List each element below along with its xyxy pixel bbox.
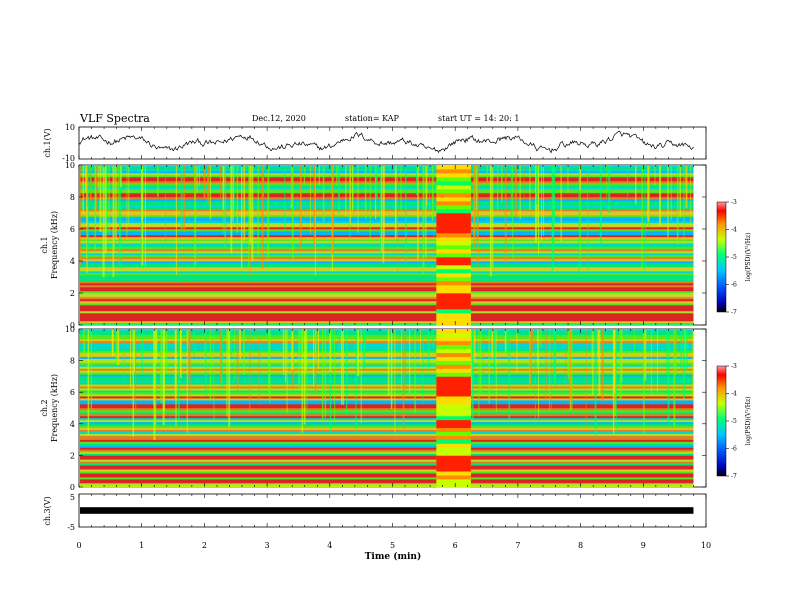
time-tick-label: 6 — [453, 541, 458, 550]
ch2-frequency-ticks: 0 2 4 6 8 10 — [65, 325, 706, 492]
time-tick-label: 3 — [265, 541, 270, 550]
time-tick-label: 9 — [641, 541, 646, 550]
frequency-tick-label: 4 — [70, 420, 75, 429]
time-tick-label: 8 — [578, 541, 583, 550]
x-axis-label: Time (min) — [365, 551, 422, 562]
colorbar-tick-label: -7 — [731, 473, 737, 480]
frequency-tick-label: 6 — [70, 225, 75, 234]
ch2-ylabel-channel: ch.2 — [40, 399, 49, 416]
colorbar-tick-label: -6 — [731, 446, 737, 453]
frequency-tick-label: 8 — [70, 193, 75, 202]
ch3-ytick-top: 5 — [70, 493, 75, 502]
colorbar-tick-label: -5 — [731, 254, 737, 261]
frequency-tick-label: 6 — [70, 388, 75, 397]
frequency-tick-label: 2 — [70, 451, 75, 460]
ch2-colorbar-label: log(PSD)(V²/Hz) — [745, 397, 752, 446]
colorbar-tick-label: -6 — [731, 282, 737, 289]
time-tick-label: 10 — [701, 541, 711, 550]
ch2-spectrogram-image — [79, 329, 695, 488]
ch3-waveform-band — [80, 507, 694, 514]
colorbar-tick-label: -7 — [731, 309, 737, 316]
colorbar-tick-label: -3 — [731, 363, 737, 370]
time-tick-label: 4 — [327, 541, 332, 550]
ch1-colorbar-label: log(PSD)(V²/Hz) — [745, 233, 752, 282]
frequency-tick-label: 0 — [70, 321, 75, 330]
ch2-colorbar-ticks: -3 -4 -5 -6 -7 — [726, 363, 737, 480]
frequency-tick-label: 0 — [70, 483, 75, 492]
ch1-waveform-panel: 10 -10 ch.1(V) — [43, 123, 707, 163]
time-tick-label: 7 — [515, 541, 520, 550]
frequency-tick-label: 10 — [65, 325, 75, 334]
time-tick-label: 1 — [139, 541, 144, 550]
ch2-ylabel-frequency: Frequency (kHz) — [50, 374, 59, 442]
ch2-colorbar — [716, 365, 727, 477]
ch1-ylabel-frequency: Frequency (kHz) — [50, 211, 59, 279]
ch3-ylabel: ch.3(V) — [43, 496, 52, 525]
time-tick-label: 2 — [202, 541, 207, 550]
colorbar-tick-label: -4 — [731, 391, 737, 398]
colorbar-tick-label: -3 — [731, 199, 737, 206]
ch1-colorbar-ticks: -3 -4 -5 -6 -7 — [726, 199, 737, 316]
start-ut-label: start UT = 14: 20: 1 — [438, 114, 520, 123]
colorbar-tick-label: -4 — [731, 227, 737, 234]
frequency-tick-label: 2 — [70, 289, 75, 298]
time-tick-label: 0 — [76, 541, 81, 550]
ch1-ylabel-channel: ch.1 — [40, 236, 49, 253]
time-axis-ticks: 0 1 2 3 4 5 6 7 8 9 10 — [76, 541, 711, 550]
frequency-tick-label: 8 — [70, 357, 75, 366]
ch1-ytick-top: 10 — [65, 123, 75, 132]
ch1-ylabel: ch.1(V) — [43, 128, 52, 157]
frequency-tick-label: 4 — [70, 257, 75, 266]
ch3-ytick-bottom: -5 — [67, 523, 75, 532]
station-label: station= KAP — [345, 114, 399, 123]
date-label: Dec.12, 2020 — [252, 114, 306, 123]
frequency-tick-label: 10 — [65, 161, 75, 170]
time-tick-label: 5 — [390, 541, 395, 550]
ch3-waveform-panel: 5 -5 ch.3(V) 0 1 2 3 4 5 6 7 8 9 10 Time (min) — [43, 493, 711, 562]
colorbar-tick-label: -5 — [731, 418, 737, 425]
chart-title: VLF Spectra — [80, 112, 150, 125]
ch1-spectrogram-image — [79, 165, 694, 326]
ch1-waveform-line — [78, 130, 694, 154]
ch1-ytick-bottom: -10 — [62, 154, 75, 163]
ch1-colorbar — [716, 201, 727, 313]
ch1-frequency-ticks: 0 2 4 6 8 10 — [65, 161, 706, 330]
